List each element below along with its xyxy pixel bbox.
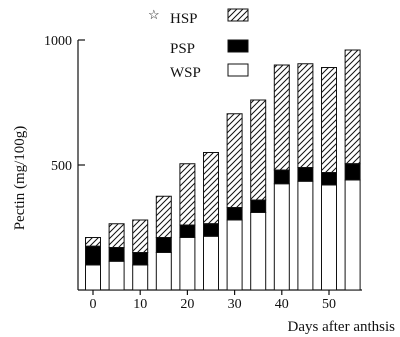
bars-group xyxy=(85,49,361,291)
bar-segment-wsp xyxy=(179,237,196,291)
bar-segment-psp xyxy=(85,245,101,266)
bar-segment-wsp xyxy=(203,235,219,291)
bar-segment-hsp xyxy=(108,223,125,248)
bar-segment-hsp xyxy=(132,219,149,253)
bar-segment-wsp xyxy=(297,180,314,291)
bar-segment-psp xyxy=(155,237,172,253)
bar-segment-hsp xyxy=(203,152,219,225)
bar-segment-psp xyxy=(132,252,149,266)
bar-segment-hsp xyxy=(273,64,290,171)
legend-swatch-hsp xyxy=(227,8,249,22)
legend-label-hsp: HSP xyxy=(170,11,198,27)
bar-segment-hsp xyxy=(179,163,196,226)
bar-segment-wsp xyxy=(321,184,337,291)
bar-segment-wsp xyxy=(85,264,101,291)
legend-star-marker: ☆ xyxy=(148,7,160,22)
x-tick-label: 50 xyxy=(322,297,336,312)
bar-segment-hsp xyxy=(250,99,267,201)
y-tick-label: 500 xyxy=(51,159,72,174)
bar-segment-wsp xyxy=(344,179,361,291)
x-tick-label: 0 xyxy=(90,297,97,312)
legend-swatch-psp xyxy=(227,39,249,53)
bar-segment-psp xyxy=(344,163,361,181)
legend-label-wsp: WSP xyxy=(170,65,201,81)
legend-label-psp: PSP xyxy=(170,41,195,57)
x-tick-label: 10 xyxy=(133,297,147,312)
legend: ☆ HSP PSP WSP xyxy=(148,7,249,81)
bar-segment-hsp xyxy=(155,195,172,238)
bar-segment-psp xyxy=(179,224,196,238)
bar-segment-psp xyxy=(297,167,314,182)
bar-segment-hsp xyxy=(321,67,337,173)
bar-segment-hsp xyxy=(297,63,314,168)
bar-segment-psp xyxy=(108,247,125,262)
bar-segment-psp xyxy=(321,172,337,186)
bar-segment-hsp xyxy=(226,113,243,208)
bar-segment-wsp xyxy=(132,264,149,291)
bar-segment-psp xyxy=(226,207,243,221)
bar-segment-psp xyxy=(273,169,290,185)
x-tick-label: 30 xyxy=(228,297,242,312)
x-tick-label: 40 xyxy=(275,297,289,312)
legend-swatch-wsp xyxy=(227,63,249,77)
axis-ticks: 500 1000 0 10 20 30 40 50 xyxy=(44,34,336,312)
bar-segment-wsp xyxy=(155,252,172,291)
bar-segment-psp xyxy=(250,199,267,213)
x-tick-label: 20 xyxy=(180,297,194,312)
bar-segment-wsp xyxy=(250,212,267,291)
x-axis-label: Days after anthsis xyxy=(288,319,396,335)
bar-segment-hsp xyxy=(85,237,101,247)
bar-segment-wsp xyxy=(108,260,125,291)
bar-segment-hsp xyxy=(344,49,361,165)
bar-segment-wsp xyxy=(226,219,243,291)
bar-segment-psp xyxy=(203,223,219,237)
y-tick-label: 1000 xyxy=(44,34,72,49)
bar-segment-wsp xyxy=(273,183,290,291)
y-axis-label: Pectin (mg/100g) xyxy=(12,126,28,231)
